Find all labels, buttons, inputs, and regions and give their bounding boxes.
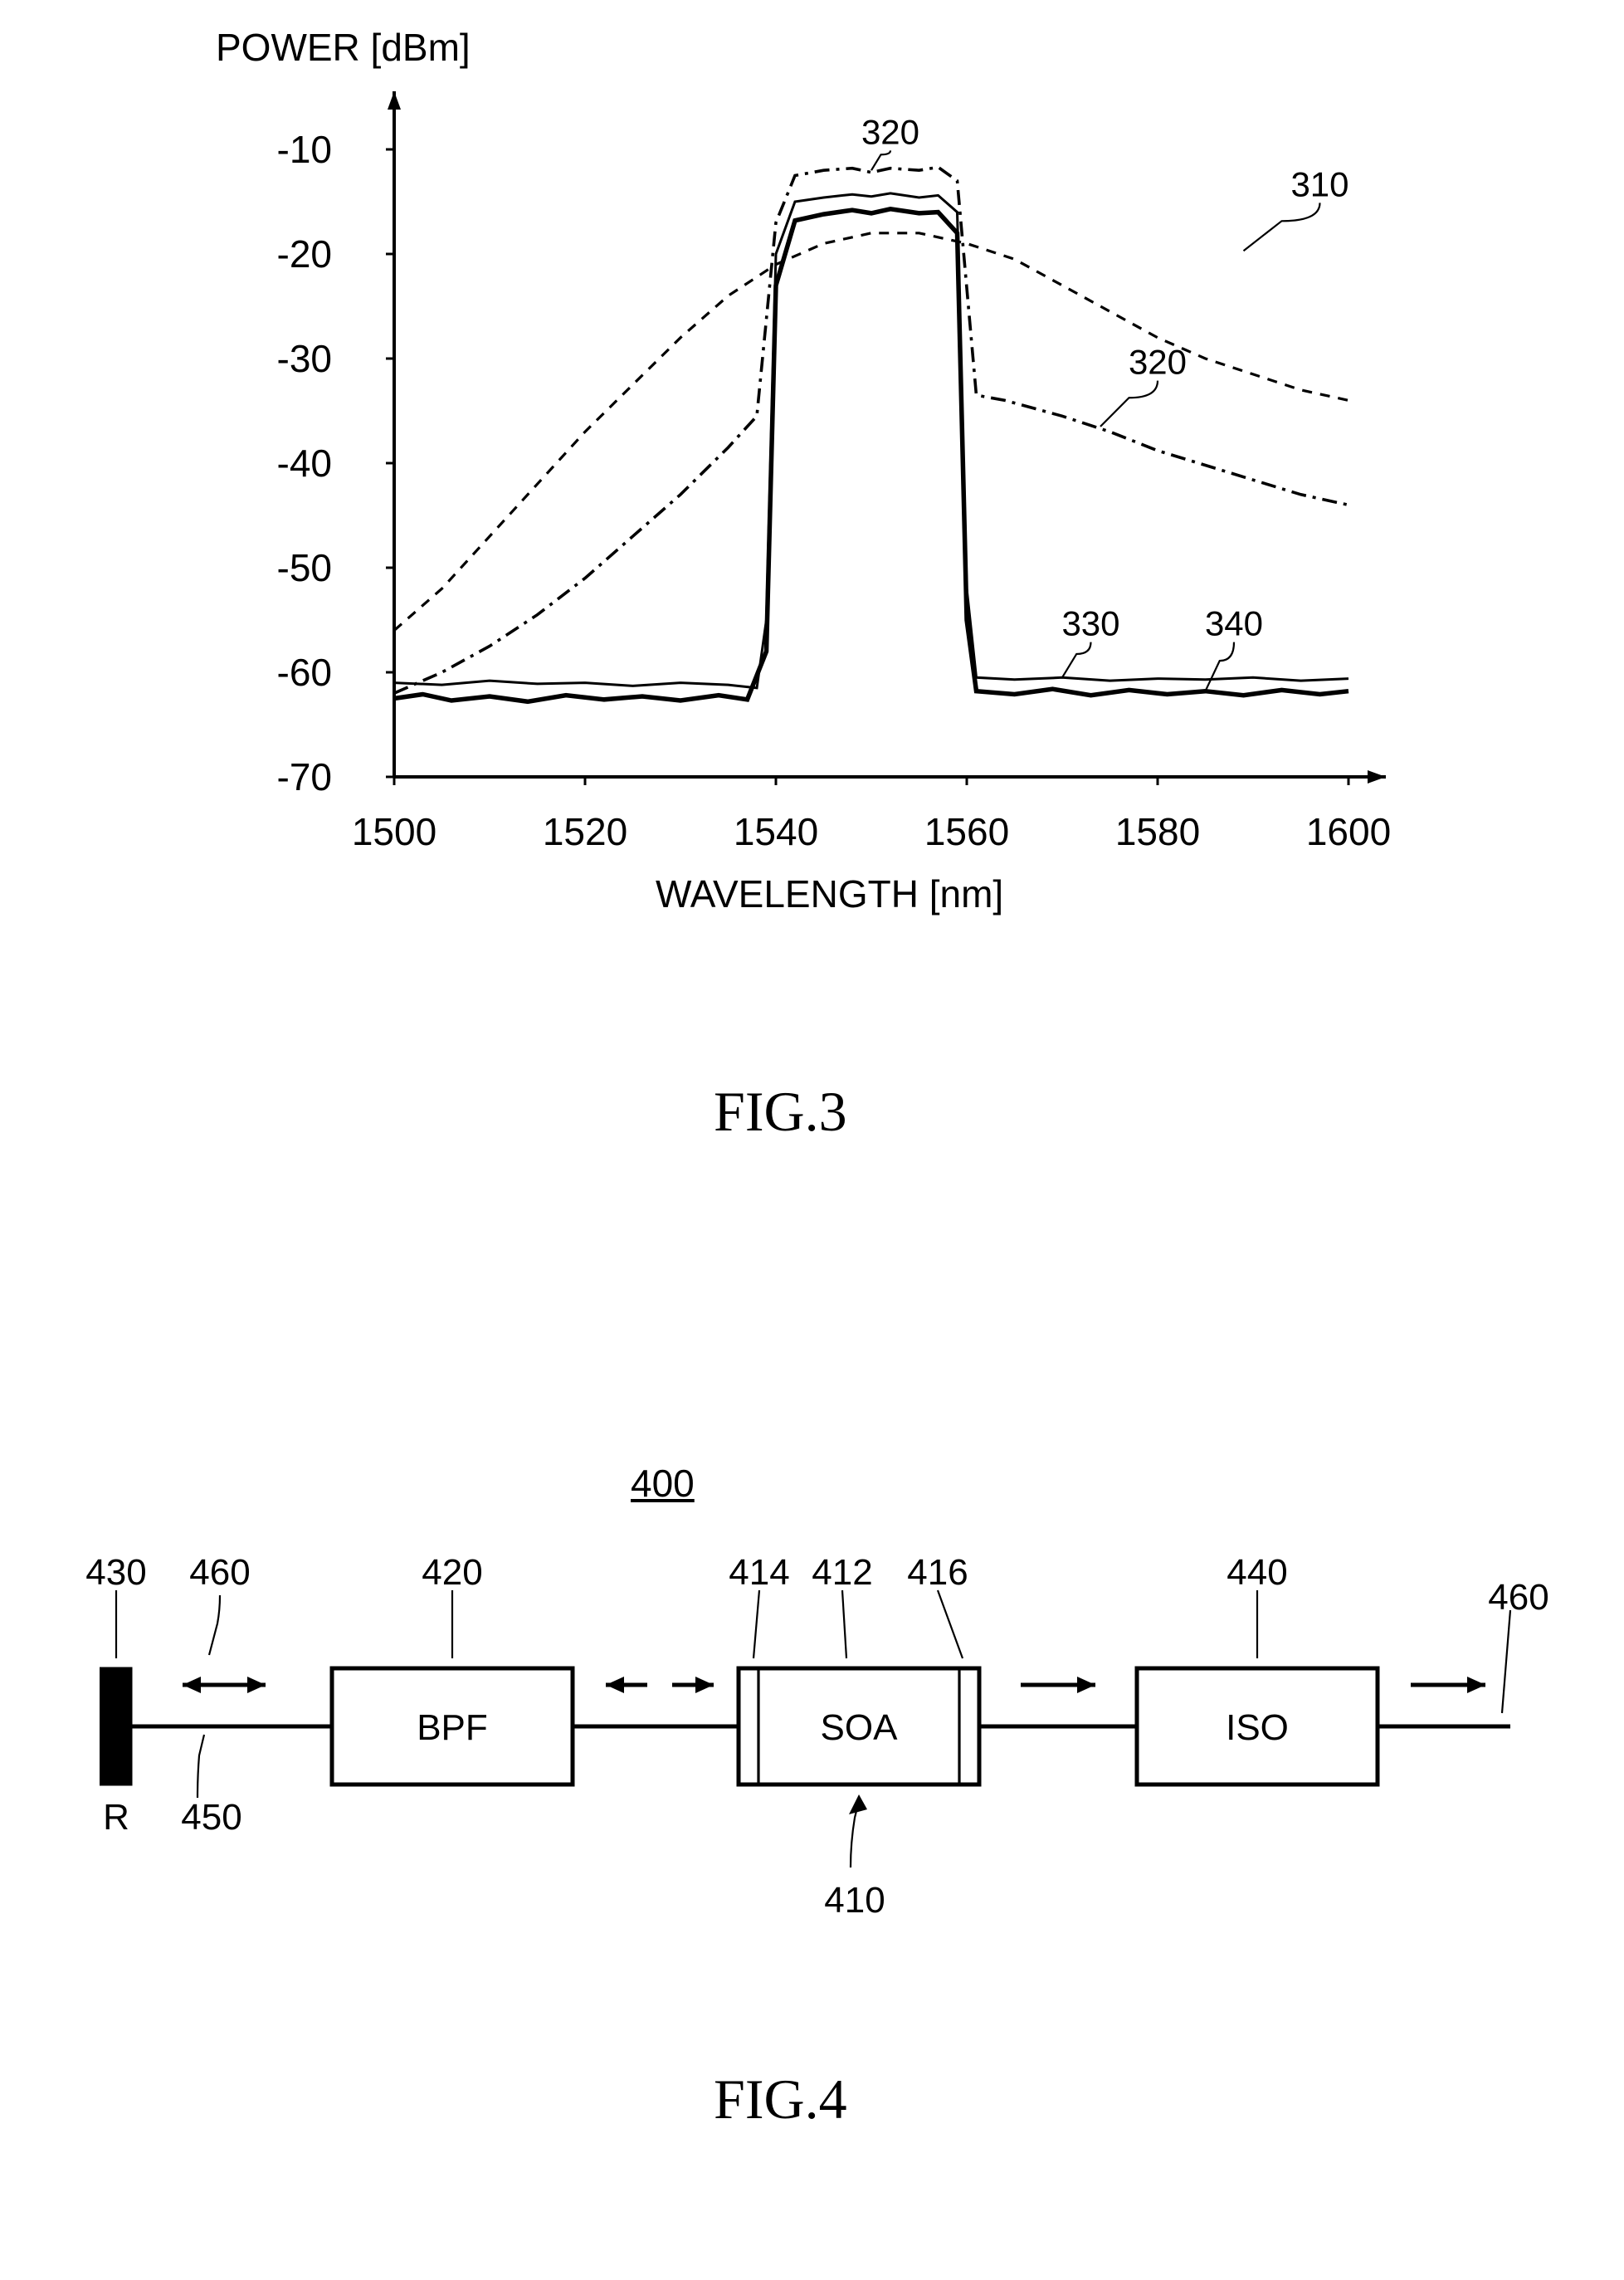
fig3-plot-svg: 320 310 320 330 340 — [349, 91, 1386, 788]
fig4-arrow-r-bpf — [183, 1677, 266, 1693]
fig4-arrow-soa-iso — [1021, 1677, 1095, 1693]
fig3-callout-340: 340 — [1205, 604, 1263, 643]
fig3-series-310 — [394, 233, 1348, 631]
fig3-callout-330: 330 — [1061, 604, 1119, 643]
fig4-diagram: 400 430 460 420 414 412 416 440 460 BPF … — [100, 1461, 1527, 1959]
fig4-arrow-410 — [849, 1794, 867, 1867]
fig4-soa-text: SOA — [821, 1707, 899, 1748]
fig4-label-450: 450 — [181, 1797, 241, 1838]
fig3-chart: POWER [dBm] -10 -20 -30 -40 -50 -60 -70 … — [199, 33, 1402, 946]
fig3-callout-320-mid: 320 — [1129, 343, 1187, 382]
fig4-bpf-text: BPF — [417, 1707, 488, 1748]
fig3-xtick: 1600 — [1306, 809, 1391, 854]
fig3-callout-310: 310 — [1290, 164, 1348, 203]
fig3-ytick: -10 — [277, 127, 332, 172]
fig3-ytick: -70 — [277, 754, 332, 799]
fig3-xtick: 1520 — [543, 809, 627, 854]
fig4-caption: FIG.4 — [714, 2067, 847, 2132]
fig4-arrow-bpf-soa — [606, 1677, 714, 1693]
fig3-ytick: -40 — [277, 441, 332, 486]
fig3-xtick: 1560 — [924, 809, 1009, 854]
fig4-label-R: R — [103, 1797, 129, 1838]
fig4-title: 400 — [631, 1461, 695, 1506]
fig4-label-410: 410 — [824, 1880, 885, 1921]
fig3-xtick: 1500 — [352, 809, 436, 854]
fig4-arrow-iso-out — [1411, 1677, 1485, 1693]
fig4-block-R — [100, 1668, 131, 1784]
fig4-svg: BPF SOA ISO — [100, 1560, 1527, 1942]
fig3-ytick: -50 — [277, 545, 332, 590]
fig3-ytick: -20 — [277, 232, 332, 276]
fig3-ytick: -60 — [277, 650, 332, 695]
fig3-ytick: -30 — [277, 336, 332, 381]
fig3-xtick: 1540 — [734, 809, 818, 854]
fig3-y-axis-label: POWER [dBm] — [216, 25, 471, 70]
fig4-iso-text: ISO — [1226, 1707, 1289, 1748]
fig3-caption: FIG.3 — [714, 1079, 847, 1145]
fig3-x-axis-label: WAVELENGTH [nm] — [656, 871, 1003, 916]
fig3-callout-320-top: 320 — [861, 112, 919, 151]
fig3-xtick: 1580 — [1115, 809, 1200, 854]
